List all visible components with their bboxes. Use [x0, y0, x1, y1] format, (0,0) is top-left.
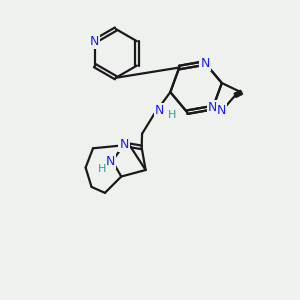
Text: H: H — [98, 164, 106, 174]
Text: N: N — [208, 101, 218, 114]
Text: N: N — [154, 104, 164, 117]
Text: N: N — [90, 35, 99, 48]
Text: N: N — [105, 154, 115, 168]
Text: H: H — [168, 110, 176, 120]
Text: N: N — [217, 104, 226, 117]
Text: N: N — [119, 138, 129, 151]
Text: N: N — [200, 56, 210, 70]
